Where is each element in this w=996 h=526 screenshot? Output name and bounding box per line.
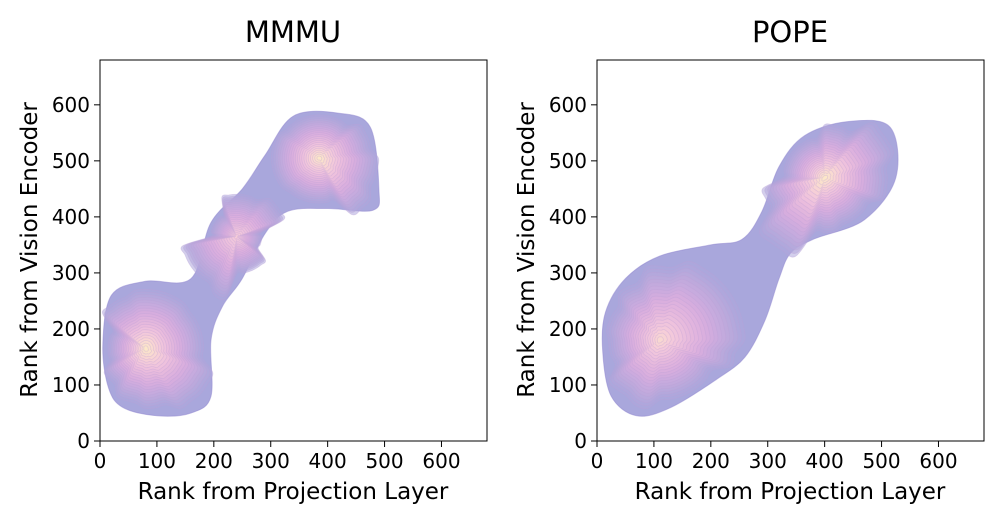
x-tick-label: 0 bbox=[94, 449, 107, 473]
y-tick-label: 300 bbox=[52, 261, 90, 285]
x-tick-label: 100 bbox=[635, 449, 673, 473]
y-axis-label: Rank from Vision Encoder bbox=[17, 102, 43, 398]
x-tick-label: 300 bbox=[252, 449, 290, 473]
x-axis: 0 100 200 300 400 500 600 bbox=[94, 441, 461, 473]
x-tick-label: 0 bbox=[591, 449, 604, 473]
x-axis: 0 100 200 300 400 500 600 bbox=[591, 441, 958, 473]
y-tick-label: 0 bbox=[574, 429, 587, 453]
x-tick-label: 600 bbox=[919, 449, 957, 473]
density-contours bbox=[601, 119, 899, 417]
x-tick-label: 500 bbox=[862, 449, 900, 473]
plot-frame bbox=[596, 59, 985, 442]
x-tick-label: 300 bbox=[749, 449, 787, 473]
contour-level bbox=[233, 234, 240, 240]
x-tick-label: 500 bbox=[365, 449, 403, 473]
y-tick-label: 100 bbox=[52, 373, 90, 397]
y-tick-label: 200 bbox=[52, 317, 90, 341]
chart-title: MMMU bbox=[245, 15, 341, 49]
y-tick-label: 100 bbox=[549, 373, 587, 397]
y-axis: 0 100 200 300 400 500 600 bbox=[52, 93, 100, 453]
y-axis-label: Rank from Vision Encoder bbox=[514, 102, 540, 398]
y-tick-label: 300 bbox=[549, 261, 587, 285]
x-axis-label: Rank from Projection Layer bbox=[635, 479, 946, 505]
x-tick-label: 400 bbox=[309, 449, 347, 473]
y-tick-label: 400 bbox=[549, 205, 587, 229]
density-contours bbox=[101, 110, 381, 417]
contour-level bbox=[656, 336, 664, 344]
x-axis-label: Rank from Projection Layer bbox=[138, 479, 449, 505]
y-tick-label: 600 bbox=[549, 93, 587, 117]
plot-frame bbox=[99, 59, 488, 442]
chart-title: POPE bbox=[752, 15, 828, 49]
chart-panel-mmmu: MMMU 0 100 200 300 400 500 600 0 100 200 300 400 50… bbox=[17, 15, 488, 505]
contour-level bbox=[821, 174, 829, 182]
y-tick-label: 200 bbox=[549, 317, 587, 341]
y-axis: 0 100 200 300 400 500 600 bbox=[549, 93, 597, 453]
y-tick-label: 500 bbox=[549, 149, 587, 173]
y-tick-label: 400 bbox=[52, 205, 90, 229]
contour-level bbox=[143, 345, 150, 352]
y-tick-label: 500 bbox=[52, 149, 90, 173]
x-tick-label: 400 bbox=[806, 449, 844, 473]
y-tick-label: 600 bbox=[52, 93, 90, 117]
x-tick-label: 100 bbox=[138, 449, 176, 473]
x-tick-label: 200 bbox=[692, 449, 730, 473]
contour-level bbox=[316, 155, 323, 162]
x-tick-label: 600 bbox=[422, 449, 460, 473]
x-tick-label: 200 bbox=[195, 449, 233, 473]
chart-panel-pope: POPE 0 100 200 300 400 500 600 0 100 200 300 400 50… bbox=[514, 15, 985, 505]
y-tick-label: 0 bbox=[77, 429, 90, 453]
